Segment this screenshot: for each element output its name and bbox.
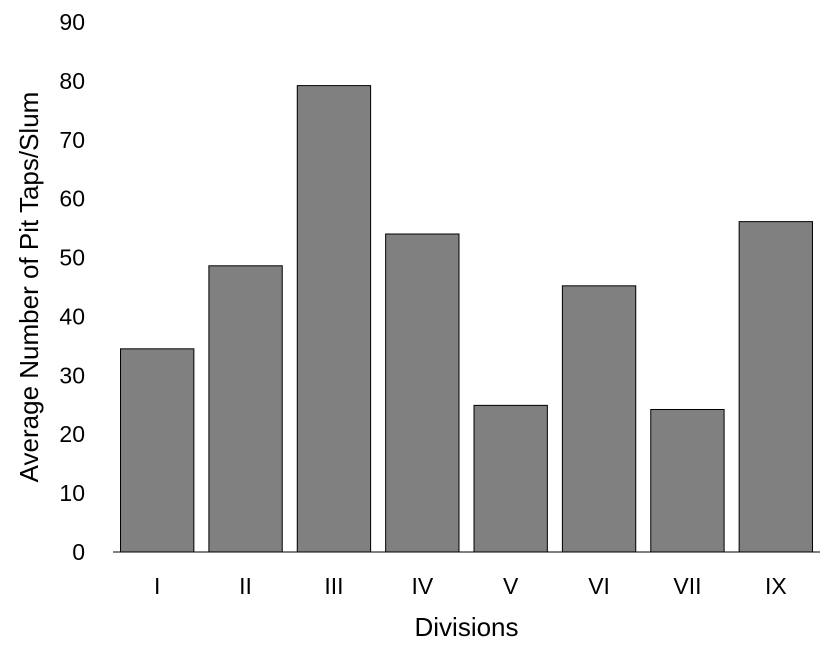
bar-VI bbox=[561, 285, 637, 553]
x-axis-ticks: I II III IV V VI VII IX bbox=[154, 573, 787, 599]
x-tick-label: I bbox=[154, 573, 160, 599]
y-tick-label: 70 bbox=[59, 127, 85, 153]
y-tick-label: 80 bbox=[59, 68, 85, 94]
y-tick-label: 60 bbox=[59, 186, 85, 212]
y-axis-ticks: 0 10 20 30 40 50 60 70 80 90 bbox=[59, 9, 85, 565]
y-tick-label: 50 bbox=[59, 245, 85, 271]
bars-group bbox=[120, 85, 813, 553]
bar-VII bbox=[650, 408, 725, 553]
x-tick-label: V bbox=[503, 573, 519, 599]
x-tick-label: II bbox=[239, 573, 252, 599]
x-axis-title: Divisions bbox=[414, 612, 518, 642]
bar-IV bbox=[385, 233, 460, 553]
x-tick-label: IX bbox=[765, 573, 787, 599]
y-axis-title: Average Number of Pit Taps/Slum bbox=[14, 92, 44, 483]
y-tick-label: 10 bbox=[59, 480, 85, 506]
x-tick-label: III bbox=[324, 573, 343, 599]
x-tick-label: VII bbox=[673, 573, 701, 599]
bar-II bbox=[208, 265, 283, 553]
y-tick-label: 30 bbox=[59, 362, 85, 388]
bar-IX bbox=[738, 221, 813, 553]
bar-I bbox=[120, 348, 195, 553]
y-tick-label: 90 bbox=[59, 9, 85, 35]
x-tick-label: VI bbox=[588, 573, 610, 599]
bar-III bbox=[296, 85, 372, 553]
y-tick-label: 0 bbox=[72, 539, 85, 565]
y-tick-label: 40 bbox=[59, 303, 85, 329]
bar-V bbox=[473, 404, 548, 553]
x-tick-label: IV bbox=[411, 573, 433, 599]
y-tick-label: 20 bbox=[59, 421, 85, 447]
